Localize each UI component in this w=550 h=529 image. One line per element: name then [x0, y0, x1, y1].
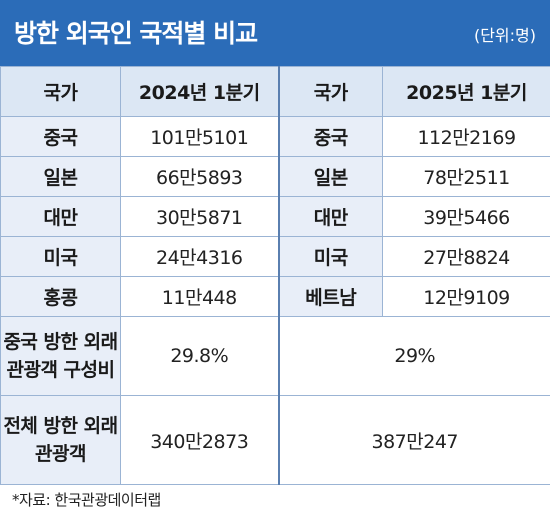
share-2025-value: 29%: [277, 316, 550, 396]
table-row: 홍콩 11만448 베트남 12만9109: [0, 276, 550, 317]
header-country-2025: 국가: [277, 66, 383, 117]
table-row: 미국 24만4316 미국 27만8824: [0, 236, 550, 277]
header-2024-q1: 2024년 1분기: [120, 66, 279, 117]
value-cell: 66만5893: [120, 156, 279, 197]
value-cell: 11만448: [120, 276, 279, 317]
unit-label: (단위:명): [473, 26, 536, 45]
value-cell: 39만5466: [382, 196, 550, 237]
value-cell: 12만9109: [382, 276, 550, 317]
total-label-line-2: 관광객: [35, 443, 86, 465]
value-cell: 78만2511: [382, 156, 550, 197]
country-cell: 일본: [277, 156, 383, 197]
total-row: 전체 방한 외래 관광객 340만2873 387만247: [0, 395, 550, 485]
country-cell: 대만: [277, 196, 383, 237]
value-cell: 101만5101: [120, 116, 279, 157]
table-row: 일본 66만5893 일본 78만2511: [0, 156, 550, 197]
share-row: 중국 방한 외래 관광객 구성비 29.8% 29%: [0, 316, 550, 396]
value-cell: 27만8824: [382, 236, 550, 277]
table-row: 중국 101만5101 중국 112만2169: [0, 116, 550, 157]
header-country-2024: 국가: [0, 66, 121, 117]
title-bar: 방한 외국인 국적별 비교 (단위:명): [0, 0, 550, 66]
share-label: 중국 방한 외래 관광객 구성비: [0, 316, 121, 396]
country-cell: 대만: [0, 196, 121, 237]
country-cell: 중국: [0, 116, 121, 157]
country-cell: 미국: [277, 236, 383, 277]
page-title: 방한 외국인 국적별 비교: [14, 19, 258, 48]
country-cell: 미국: [0, 236, 121, 277]
header-2025-q1: 2025년 1분기: [382, 66, 550, 117]
total-label: 전체 방한 외래 관광객: [0, 395, 121, 485]
value-cell: 24만4316: [120, 236, 279, 277]
share-2024-value: 29.8%: [120, 316, 279, 396]
table-header-row: 국가 2024년 1분기 국가 2025년 1분기: [0, 66, 550, 117]
table-row: 대만 30만5871 대만 39만5466: [0, 196, 550, 237]
share-label-line-2: 관광객 구성비: [6, 359, 116, 381]
total-label-line-1: 전체 방한 외래: [3, 415, 118, 437]
value-cell: 30만5871: [120, 196, 279, 237]
country-cell: 홍콩: [0, 276, 121, 317]
source-note: *자료: 한국관광데이터랩: [12, 491, 161, 509]
country-cell: 베트남: [277, 276, 383, 317]
value-cell: 112만2169: [382, 116, 550, 157]
country-cell: 중국: [277, 116, 383, 157]
share-label-line-1: 중국 방한 외래: [3, 331, 118, 353]
total-2024-value: 340만2873: [120, 395, 279, 485]
comparison-table: 국가 2024년 1분기 국가 2025년 1분기 중국 101만5101 중국…: [0, 66, 550, 485]
country-cell: 일본: [0, 156, 121, 197]
total-2025-value: 387만247: [277, 395, 550, 485]
